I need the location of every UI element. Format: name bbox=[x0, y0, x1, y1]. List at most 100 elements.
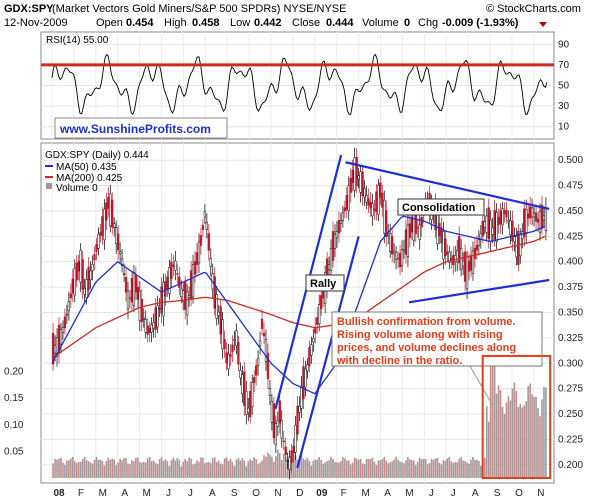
volume-bar bbox=[407, 456, 409, 478]
candle-body bbox=[396, 257, 400, 260]
candle-body bbox=[398, 253, 402, 268]
close-label: Close bbox=[292, 17, 320, 29]
volume-bar bbox=[253, 457, 255, 478]
volume-value: 0 bbox=[404, 17, 410, 29]
volume-bar bbox=[292, 452, 295, 478]
candle-body bbox=[442, 231, 445, 260]
volume-bar bbox=[58, 458, 60, 478]
volume-bar bbox=[371, 457, 374, 478]
candle-body bbox=[402, 249, 406, 252]
volume-bar bbox=[200, 457, 202, 478]
low-value: 0.442 bbox=[254, 17, 282, 29]
price-tick-label: 0.400 bbox=[558, 257, 583, 268]
candle-body bbox=[215, 294, 218, 319]
volume-bar bbox=[340, 461, 342, 478]
candle-body bbox=[185, 291, 189, 316]
volume-bar bbox=[389, 462, 391, 478]
volume-bar bbox=[121, 460, 123, 478]
candle-body bbox=[136, 286, 140, 300]
candle-body bbox=[389, 233, 392, 252]
candle-body bbox=[329, 248, 333, 271]
legend-volume-swatch bbox=[46, 183, 52, 189]
candle-body bbox=[93, 254, 96, 261]
volume-bar bbox=[198, 461, 200, 478]
candle-body bbox=[187, 295, 191, 298]
volume-bar bbox=[150, 461, 153, 478]
volume-bar bbox=[399, 461, 401, 478]
volume-bar bbox=[353, 457, 356, 478]
x-tick-label: 09 bbox=[316, 488, 328, 499]
rsi-line bbox=[51, 53, 548, 116]
volume-bar bbox=[326, 461, 328, 478]
volume-bar bbox=[265, 456, 267, 478]
volume-bar bbox=[464, 460, 466, 478]
volume-bar bbox=[247, 461, 250, 478]
candle-body bbox=[528, 206, 532, 219]
volume-bar bbox=[85, 460, 88, 478]
candle-body bbox=[454, 255, 457, 263]
volume-bar bbox=[369, 459, 372, 478]
volume-bar bbox=[115, 465, 117, 478]
candle-body bbox=[461, 260, 465, 267]
volume-bar bbox=[60, 457, 62, 478]
volume-bar bbox=[349, 464, 352, 478]
volume-axis: 0.20 0.15 0.10 0.05 bbox=[4, 367, 24, 458]
volume-bar bbox=[278, 453, 281, 478]
candle-body bbox=[359, 171, 362, 193]
chart-date: 12-Nov-2009 bbox=[4, 17, 68, 29]
candle-body bbox=[327, 264, 331, 270]
volume-bar bbox=[525, 401, 527, 478]
volume-bar bbox=[233, 465, 236, 478]
volume-bar bbox=[298, 457, 301, 478]
x-tick-label: A bbox=[384, 488, 391, 499]
candle-body bbox=[497, 216, 500, 225]
candle-body bbox=[205, 221, 209, 230]
x-tick-label: N bbox=[537, 488, 544, 499]
candle-body bbox=[367, 198, 370, 206]
x-tick-label: O bbox=[252, 488, 260, 499]
candle-body bbox=[298, 406, 301, 413]
candle-body bbox=[473, 247, 477, 259]
volume-bar bbox=[261, 460, 263, 478]
volume-bar bbox=[357, 459, 360, 478]
volume-bar bbox=[505, 402, 508, 478]
candle-body bbox=[335, 231, 339, 239]
candle-body bbox=[107, 196, 110, 209]
volume-bar bbox=[452, 462, 455, 478]
volume-bar bbox=[182, 461, 184, 478]
candle-body bbox=[69, 293, 72, 299]
candle-body bbox=[170, 261, 173, 280]
volume-bar bbox=[338, 462, 340, 478]
volume-bar bbox=[401, 462, 403, 478]
candle-body bbox=[166, 276, 169, 290]
candle-body bbox=[294, 424, 297, 453]
candle-body bbox=[99, 232, 102, 236]
volume-bar bbox=[397, 459, 399, 478]
candle-body bbox=[444, 238, 447, 257]
price-tick-label: 0.350 bbox=[558, 308, 583, 319]
candle-body bbox=[164, 280, 167, 297]
candle-body bbox=[404, 229, 408, 255]
candle-body bbox=[536, 218, 540, 223]
volume-bar bbox=[314, 459, 317, 478]
volume-bar bbox=[62, 462, 64, 478]
volume-bar bbox=[97, 459, 100, 478]
volume-bar bbox=[135, 457, 137, 478]
volume-bar bbox=[533, 397, 535, 478]
volume-bar bbox=[109, 459, 112, 478]
candle-body bbox=[85, 279, 88, 298]
volume-bar bbox=[493, 360, 496, 478]
volume-bar bbox=[304, 459, 307, 478]
candle-body bbox=[83, 287, 86, 295]
candle-body bbox=[239, 370, 242, 379]
volume-bar bbox=[257, 464, 259, 478]
volume-note-line-2: Rising volume along with rising bbox=[337, 329, 503, 341]
volume-bar bbox=[127, 463, 129, 478]
candle-body bbox=[223, 339, 226, 350]
candle-body bbox=[176, 273, 179, 275]
volume-bar bbox=[367, 459, 370, 478]
chart-symbol: GDX:SPY bbox=[4, 3, 54, 15]
volume-bar bbox=[148, 456, 151, 478]
volume-bar bbox=[393, 459, 395, 478]
candle-body bbox=[264, 339, 268, 362]
